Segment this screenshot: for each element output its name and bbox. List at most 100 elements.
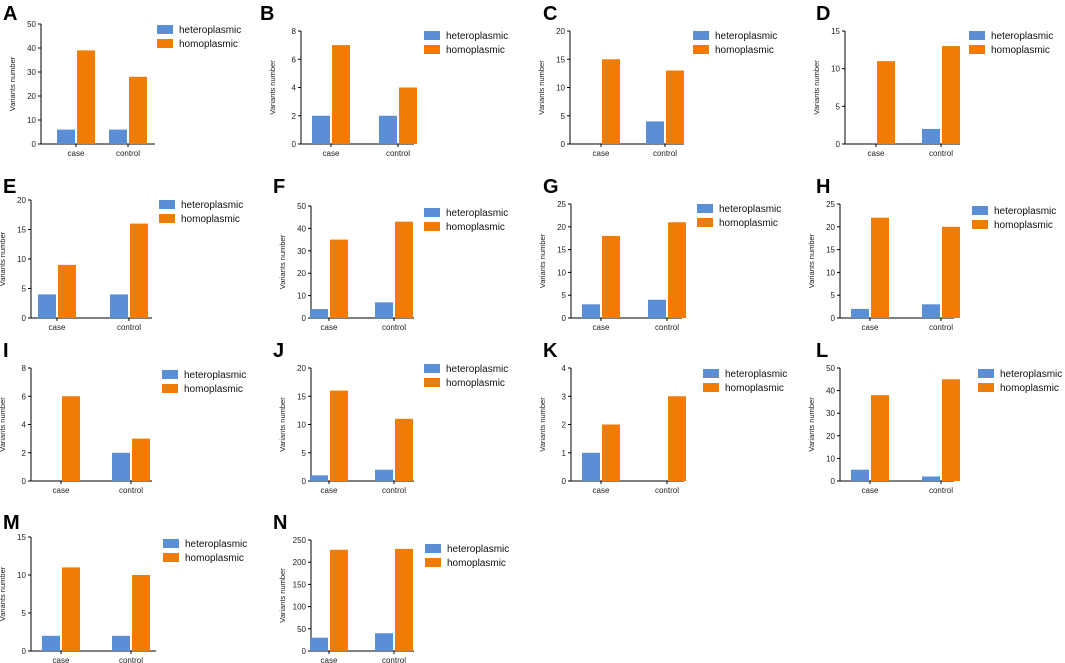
x-tick-label: control bbox=[386, 149, 410, 158]
panel-letter: E bbox=[3, 176, 16, 198]
bar-homoplasmic-control bbox=[395, 418, 413, 481]
legend-label-heteroplasmic: heteroplasmic bbox=[994, 206, 1056, 217]
x-tick-label: control bbox=[929, 149, 953, 158]
legend-swatch-homoplasmic bbox=[978, 383, 994, 392]
y-tick-label: 4 bbox=[292, 84, 297, 93]
bar-homoplasmic-case bbox=[871, 395, 889, 481]
y-tick-label: 20 bbox=[826, 432, 835, 441]
legend-swatch-heteroplasmic bbox=[703, 369, 719, 378]
y-tick-label: 10 bbox=[826, 268, 835, 277]
panel-letter: M bbox=[3, 512, 20, 534]
bar-heteroplasmic-case bbox=[310, 309, 328, 318]
y-tick-label: 6 bbox=[292, 55, 297, 64]
y-tick-label: 200 bbox=[293, 558, 307, 567]
x-tick-label: case bbox=[868, 149, 885, 158]
y-tick-label: 0 bbox=[22, 647, 27, 656]
chart-panel-f: F 0 10 20 30 40 50 Variants number case control he… bbox=[273, 176, 508, 332]
y-tick-label: 40 bbox=[826, 387, 835, 396]
bar-heteroplasmic-case bbox=[312, 115, 330, 144]
bar-homoplasmic-control bbox=[668, 222, 686, 318]
legend-label-homoplasmic: homoplasmic bbox=[994, 220, 1053, 231]
bar-heteroplasmic-case bbox=[38, 294, 56, 318]
y-tick-label: 0 bbox=[302, 647, 307, 656]
legend-swatch-heteroplasmic bbox=[162, 370, 178, 379]
panel-letter: A bbox=[3, 3, 17, 25]
legend-swatch-heteroplasmic bbox=[972, 206, 988, 215]
bar-heteroplasmic-case bbox=[851, 308, 869, 318]
legend-swatch-heteroplasmic bbox=[157, 25, 173, 34]
y-tick-label: 30 bbox=[27, 68, 36, 77]
legend-label-heteroplasmic: heteroplasmic bbox=[991, 31, 1053, 42]
y-axis-label: Variants number bbox=[538, 233, 547, 288]
bar-homoplasmic-case bbox=[877, 61, 895, 145]
y-axis-label: Variants number bbox=[0, 566, 7, 621]
y-tick-label: 10 bbox=[17, 571, 26, 580]
legend-label-heteroplasmic: heteroplasmic bbox=[719, 204, 781, 215]
y-tick-label: 10 bbox=[297, 421, 306, 430]
y-tick-label: 0 bbox=[302, 314, 307, 323]
x-tick-label: control bbox=[117, 323, 141, 332]
chart-panel-j: J 0 5 10 15 20 Variants number case control heter… bbox=[273, 340, 508, 495]
y-tick-label: 20 bbox=[17, 196, 26, 205]
bar-homoplasmic-case bbox=[871, 217, 889, 318]
y-tick-label: 10 bbox=[17, 255, 26, 264]
y-tick-label: 1 bbox=[562, 449, 567, 458]
y-tick-label: 30 bbox=[826, 409, 835, 418]
x-tick-label: case bbox=[862, 323, 879, 332]
y-axis-label: Variants number bbox=[537, 60, 546, 115]
chart-panel-h: H 0 5 10 15 20 25 Variants number case control het… bbox=[807, 176, 1056, 332]
bar-heteroplasmic-case bbox=[310, 637, 328, 651]
y-tick-label: 20 bbox=[27, 92, 36, 101]
legend-label-homoplasmic: homoplasmic bbox=[181, 214, 240, 225]
y-tick-label: 25 bbox=[557, 200, 566, 209]
legend-swatch-heteroplasmic bbox=[425, 544, 441, 553]
y-tick-label: 6 bbox=[22, 392, 27, 401]
panel-letter: C bbox=[543, 3, 557, 25]
y-axis-label: Variants number bbox=[807, 233, 816, 288]
y-tick-label: 15 bbox=[557, 246, 566, 255]
legend-label-homoplasmic: homoplasmic bbox=[446, 222, 505, 233]
legend-label-heteroplasmic: heteroplasmic bbox=[446, 208, 508, 219]
bar-heteroplasmic-control bbox=[375, 469, 393, 481]
bar-homoplasmic-case bbox=[330, 549, 348, 651]
legend-swatch-homoplasmic bbox=[693, 45, 709, 54]
y-tick-label: 40 bbox=[297, 224, 306, 233]
x-tick-label: case bbox=[49, 323, 66, 332]
legend-swatch-homoplasmic bbox=[697, 218, 713, 227]
x-tick-label: case bbox=[321, 486, 338, 495]
bar-heteroplasmic-control bbox=[648, 299, 666, 318]
y-tick-label: 10 bbox=[826, 454, 835, 463]
y-tick-label: 50 bbox=[297, 202, 306, 211]
chart-panel-b: B 0 2 4 6 8 Variants number case control heteropl… bbox=[260, 3, 508, 158]
y-tick-label: 8 bbox=[292, 27, 297, 36]
legend-label-heteroplasmic: heteroplasmic bbox=[181, 200, 243, 211]
x-tick-label: case bbox=[862, 486, 879, 495]
y-tick-label: 5 bbox=[831, 291, 836, 300]
y-tick-label: 10 bbox=[297, 292, 306, 301]
legend-label-homoplasmic: homoplasmic bbox=[715, 45, 774, 56]
x-tick-label: case bbox=[593, 149, 610, 158]
bar-homoplasmic-case bbox=[602, 59, 620, 144]
y-tick-label: 20 bbox=[297, 269, 306, 278]
legend-label-heteroplasmic: heteroplasmic bbox=[185, 539, 247, 550]
bar-homoplasmic-control bbox=[395, 548, 413, 651]
legend-swatch-heteroplasmic bbox=[163, 539, 179, 548]
x-tick-label: control bbox=[655, 486, 679, 495]
bar-homoplasmic-control bbox=[132, 438, 150, 481]
y-axis-label: Variants number bbox=[8, 56, 17, 111]
x-tick-label: control bbox=[653, 149, 677, 158]
x-tick-label: control bbox=[655, 323, 679, 332]
chart-panel-c: C 0 5 10 15 20 Variants number case control heter… bbox=[537, 3, 777, 158]
legend-swatch-heteroplasmic bbox=[969, 31, 985, 40]
y-tick-label: 5 bbox=[22, 609, 27, 618]
legend-label-homoplasmic: homoplasmic bbox=[179, 39, 238, 50]
x-tick-label: case bbox=[321, 323, 338, 332]
y-axis-label: Variants number bbox=[538, 397, 547, 452]
chart-panel-n: N 0 50 100 150 200 250 Variants number case contr… bbox=[273, 512, 509, 663]
y-tick-label: 250 bbox=[293, 536, 307, 545]
y-tick-label: 15 bbox=[826, 246, 835, 255]
y-tick-label: 0 bbox=[831, 314, 836, 323]
y-tick-label: 25 bbox=[826, 200, 835, 209]
y-tick-label: 5 bbox=[836, 102, 841, 111]
legend-swatch-homoplasmic bbox=[424, 222, 440, 231]
